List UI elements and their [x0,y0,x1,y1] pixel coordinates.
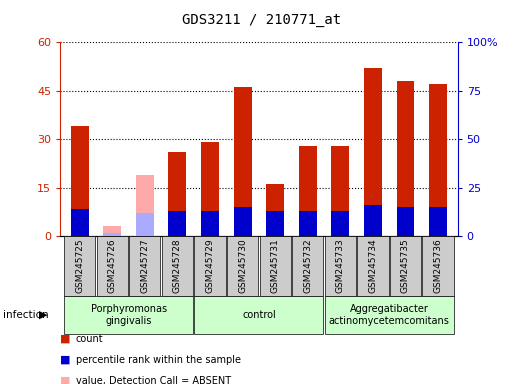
Bar [325,236,356,296]
Text: percentile rank within the sample: percentile rank within the sample [76,355,241,365]
Bar [429,84,447,236]
Bar [423,236,454,296]
Bar [162,236,193,296]
Text: GSM245732: GSM245732 [303,238,312,293]
Bar [64,236,95,296]
Bar [201,142,219,236]
Bar [266,184,284,236]
Bar [195,296,323,334]
Text: GSM245733: GSM245733 [336,238,345,293]
Text: value, Detection Call = ABSENT: value, Detection Call = ABSENT [76,376,231,384]
Bar [292,236,323,296]
Text: infection: infection [3,310,48,320]
Text: control: control [242,310,276,320]
Text: GSM245727: GSM245727 [140,238,150,293]
Bar [129,236,161,296]
Bar [136,213,154,236]
Bar [299,211,317,236]
Bar [364,205,382,236]
Bar [364,68,382,236]
Bar [259,236,291,296]
Text: GSM245729: GSM245729 [206,238,214,293]
Bar [390,236,421,296]
Bar [195,236,225,296]
Bar [168,152,186,236]
Text: GSM245728: GSM245728 [173,238,182,293]
Text: count: count [76,334,104,344]
Text: GSM245736: GSM245736 [434,238,442,293]
Bar [168,211,186,236]
Bar [104,227,121,236]
Bar [266,211,284,236]
Bar [71,209,89,236]
Text: ■: ■ [60,376,71,384]
Bar [104,233,121,236]
Bar [136,175,154,236]
Bar [234,207,252,236]
Bar [396,81,414,236]
Bar [227,236,258,296]
Text: GDS3211 / 210771_at: GDS3211 / 210771_at [182,13,341,27]
Text: Aggregatibacter
actinomycetemcomitans: Aggregatibacter actinomycetemcomitans [329,304,450,326]
Bar [357,236,389,296]
Text: ■: ■ [60,334,71,344]
Text: GSM245734: GSM245734 [368,238,378,293]
Text: GSM245730: GSM245730 [238,238,247,293]
Text: GSM245735: GSM245735 [401,238,410,293]
Text: ■: ■ [60,355,71,365]
Bar [325,296,454,334]
Bar [201,211,219,236]
Bar [332,146,349,236]
Text: ▶: ▶ [39,310,47,320]
Text: GSM245731: GSM245731 [271,238,280,293]
Text: GSM245726: GSM245726 [108,238,117,293]
Bar [97,236,128,296]
Bar [332,211,349,236]
Bar [299,146,317,236]
Text: Porphyromonas
gingivalis: Porphyromonas gingivalis [90,304,167,326]
Bar [396,207,414,236]
Text: GSM245725: GSM245725 [75,238,84,293]
Bar [234,88,252,236]
Bar [71,126,89,236]
Bar [64,296,193,334]
Bar [429,207,447,236]
